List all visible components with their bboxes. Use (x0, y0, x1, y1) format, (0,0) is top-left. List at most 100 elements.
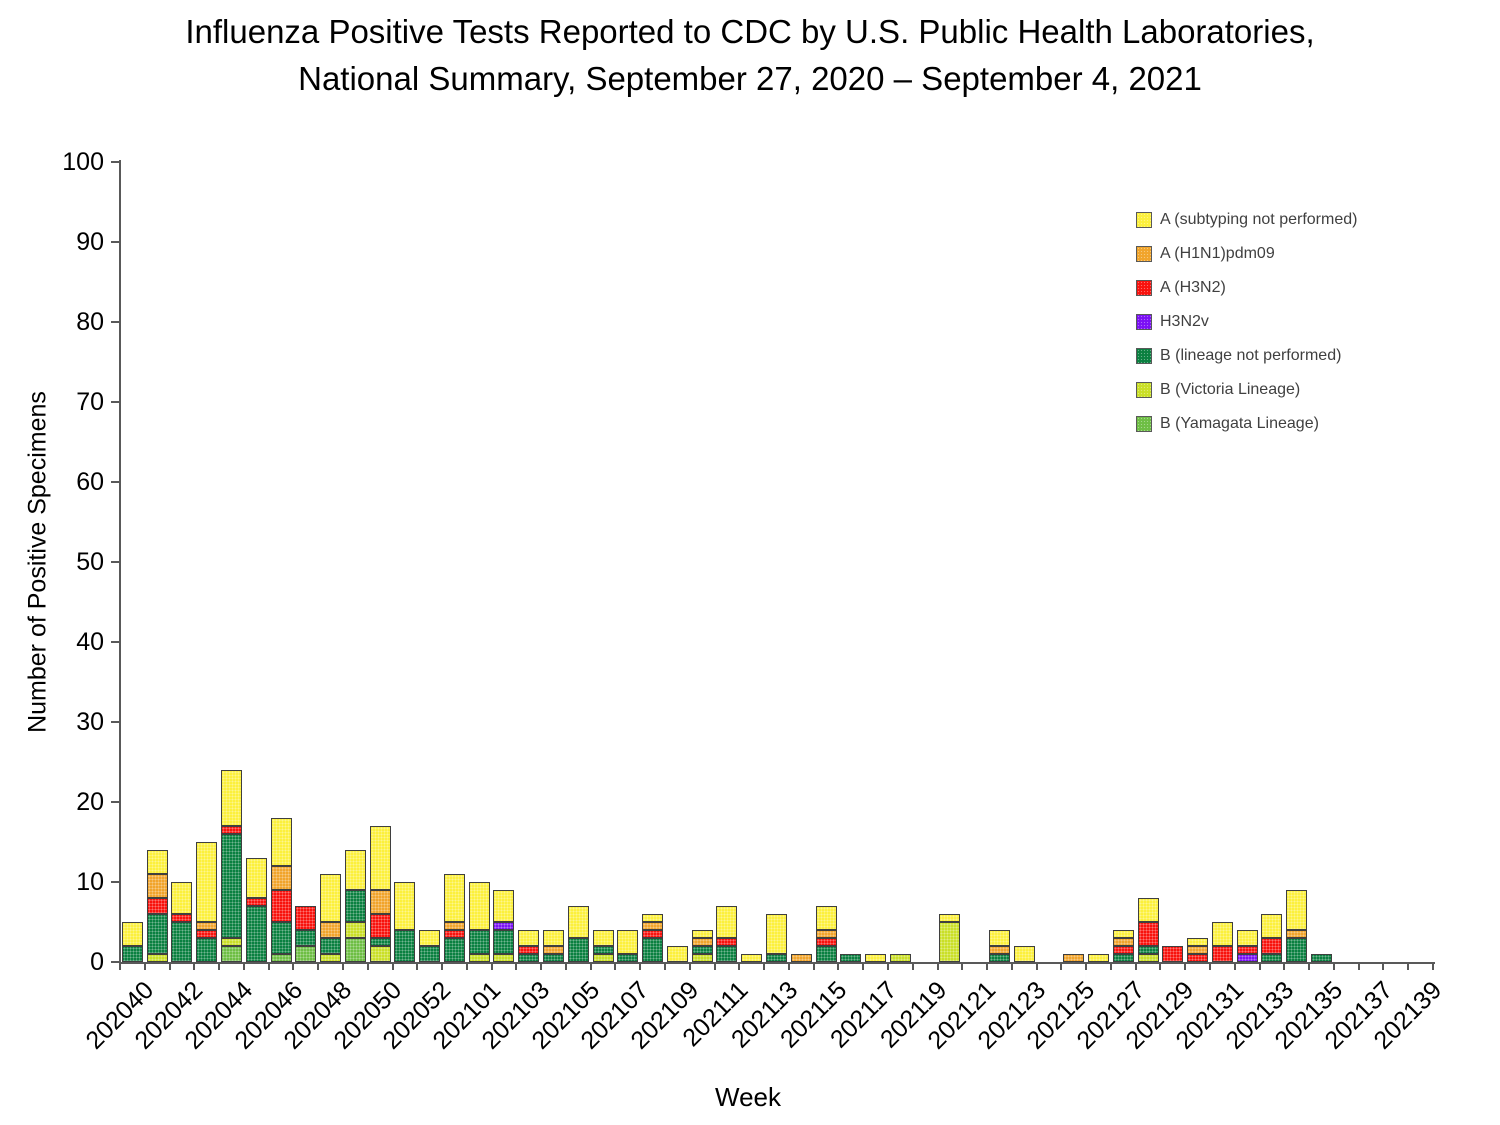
bar-segment (1088, 954, 1110, 962)
x-axis-line (119, 962, 1435, 964)
bar-segment (1162, 946, 1184, 962)
bar-segment (220, 834, 242, 938)
bar-segment (245, 906, 267, 962)
x-tick (1184, 962, 1187, 970)
bar-segment (1187, 954, 1209, 962)
x-tick (218, 962, 221, 970)
y-tick-label: 10 (76, 868, 104, 896)
bar-segment (691, 938, 713, 946)
bar-segment (344, 938, 366, 962)
y-axis-line (119, 160, 121, 964)
bar-segment (642, 922, 664, 930)
legend-item: B (lineage not performed) (1136, 339, 1357, 373)
bar-segment (543, 946, 565, 954)
x-tick (267, 962, 270, 970)
bar-segment (320, 938, 342, 954)
bar-segment (468, 930, 490, 954)
bar-segment (270, 818, 292, 866)
y-axis-title: Number of Positive Specimens (23, 391, 52, 733)
bar-segment (146, 914, 168, 954)
bar-segment (1187, 938, 1209, 946)
bar-segment (443, 930, 465, 938)
bar-segment (592, 930, 614, 946)
y-tick-label: 40 (76, 628, 104, 656)
bar-segment (1311, 954, 1333, 962)
bar-segment (394, 930, 416, 962)
bar-segment (394, 882, 416, 930)
legend-item-label: B (Victoria Lineage) (1160, 381, 1301, 398)
bar-segment (196, 930, 218, 938)
bar-segment (518, 946, 540, 954)
x-axis-title: Week (715, 1082, 781, 1112)
bar-segment (295, 906, 317, 930)
x-tick (986, 962, 989, 970)
y-tick (111, 881, 119, 883)
bar-segment (196, 922, 218, 930)
bar-segment (543, 930, 565, 946)
bar-segment (220, 946, 242, 962)
legend-item: B (Yamagata Lineage) (1136, 407, 1357, 441)
y-tick-label: 20 (76, 788, 104, 816)
bar-segment (716, 938, 738, 946)
bar-segment (691, 930, 713, 938)
bar-segment (443, 874, 465, 922)
legend-item-label: H3N2v (1160, 313, 1209, 330)
bar-segment (1236, 930, 1258, 946)
bar-segment (196, 938, 218, 962)
bar-segment (1137, 954, 1159, 962)
bar-segment (344, 850, 366, 890)
x-tick (936, 962, 939, 970)
bar-segment (815, 946, 837, 962)
bar-segment (642, 938, 664, 962)
legend-swatch-icon (1136, 246, 1152, 262)
bar-segment (270, 890, 292, 922)
bar-segment (1261, 938, 1283, 954)
bar-segment (419, 930, 441, 946)
y-tick (111, 481, 119, 483)
x-tick (614, 962, 617, 970)
x-tick (1407, 962, 1410, 970)
x-tick (292, 962, 295, 970)
bar-segment (171, 922, 193, 962)
bar-segment (121, 922, 143, 946)
bar-segment (1137, 898, 1159, 922)
x-tick (1010, 962, 1013, 970)
bar-segment (1112, 930, 1134, 938)
bar-segment (592, 954, 614, 962)
bar-segment (1236, 946, 1258, 954)
bar-segment (270, 866, 292, 890)
bar-segment (344, 922, 366, 938)
bar-segment (567, 906, 589, 938)
bar-segment (939, 914, 961, 922)
y-tick-label: 60 (76, 468, 104, 496)
legend-swatch-icon (1136, 280, 1152, 296)
bar-segment (1112, 954, 1134, 962)
chart-title-line2: National Summary, September 27, 2020 – S… (298, 60, 1202, 97)
bar-segment (691, 946, 713, 954)
bar-segment (642, 930, 664, 938)
x-tick (961, 962, 964, 970)
x-tick (391, 962, 394, 970)
bar-segment (1211, 946, 1233, 962)
bar-segment (1261, 914, 1283, 938)
bar-segment (815, 930, 837, 938)
x-tick (1060, 962, 1063, 970)
bar-segment (320, 874, 342, 922)
legend-item: B (Victoria Lineage) (1136, 373, 1357, 407)
bar-segment (617, 930, 639, 954)
bar-segment (988, 946, 1010, 954)
bar-segment (1261, 954, 1283, 962)
bar-segment (1286, 938, 1308, 962)
bar-segment (443, 922, 465, 930)
x-tick (1382, 962, 1385, 970)
chart-title: Influenza Positive Tests Reported to CDC… (0, 8, 1500, 102)
bar-segment (1286, 930, 1308, 938)
bar-segment (369, 826, 391, 890)
bar-segment (815, 906, 837, 930)
bar-segment (146, 898, 168, 914)
bar-segment (468, 882, 490, 930)
x-tick (366, 962, 369, 970)
legend-swatch-icon (1136, 416, 1152, 432)
bar-segment (1187, 946, 1209, 954)
legend-item: A (H1N1)pdm09 (1136, 237, 1357, 271)
